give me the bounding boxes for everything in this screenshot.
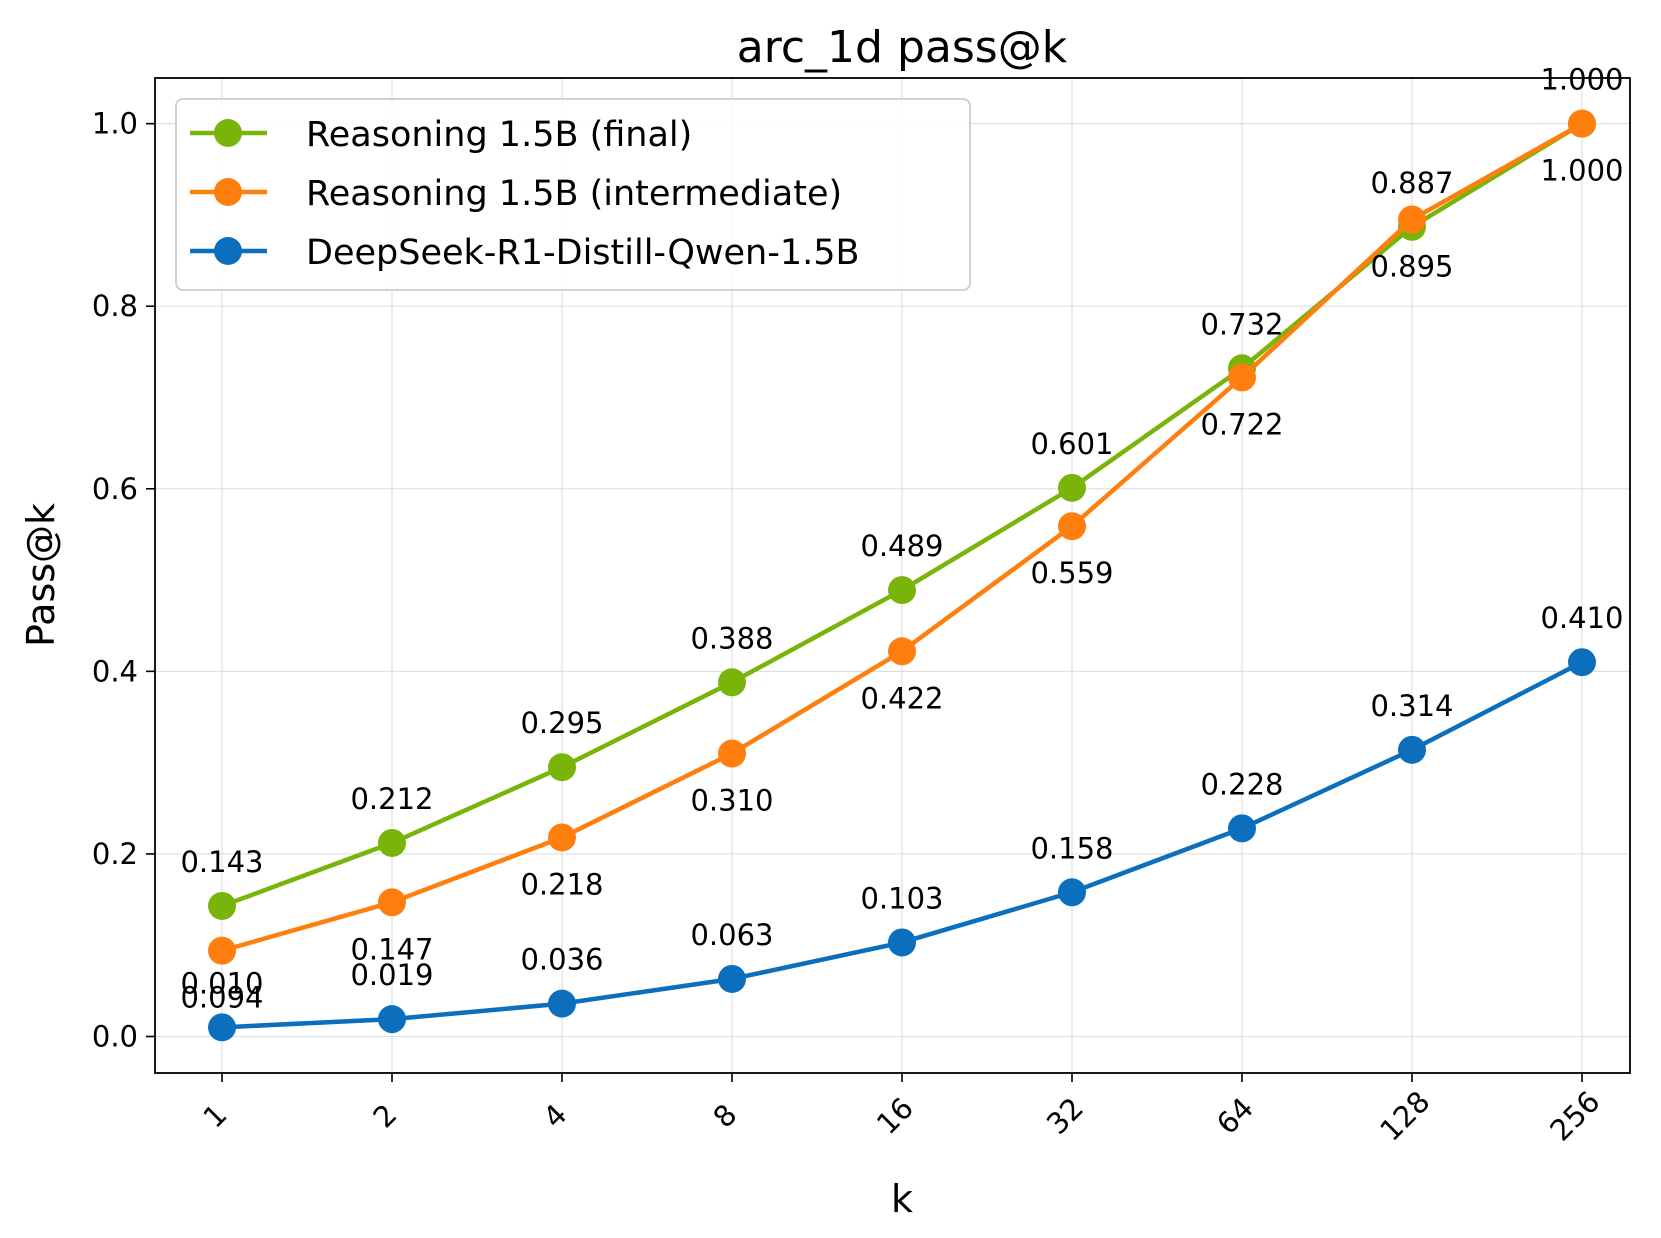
- data-point: [718, 668, 746, 697]
- chart-title: arc_1d pass@k: [737, 22, 1068, 73]
- data-point: [1058, 878, 1086, 907]
- data-point: [888, 928, 916, 957]
- data-point: [888, 637, 916, 666]
- data-point: [1398, 205, 1426, 234]
- data-point: [548, 823, 576, 852]
- data-point: [378, 888, 406, 917]
- data-point: [1568, 109, 1596, 138]
- data-label: 0.601: [1030, 427, 1113, 461]
- data-point: [1568, 648, 1596, 677]
- legend-label: Reasoning 1.5B (final): [306, 115, 692, 155]
- data-labels: 0.143 0.212 0.295 0.388 0.489 0.601 0.732 0.887…: [180, 63, 1623, 1015]
- data-label: 0.559: [1030, 556, 1113, 590]
- y-tick-label: 0.6: [92, 472, 138, 506]
- data-label: 1.000: [1540, 154, 1623, 188]
- data-label: 0.143: [180, 845, 263, 879]
- data-label: 0.410: [1540, 601, 1623, 635]
- y-tick-label: 0.4: [92, 654, 138, 688]
- data-point: [1398, 735, 1426, 764]
- data-point: [208, 891, 236, 920]
- legend: Reasoning 1.5B (final) Reasoning 1.5B (in…: [175, 98, 971, 291]
- data-point: [1228, 814, 1256, 843]
- data-point: [548, 753, 576, 782]
- data-label: 0.103: [860, 881, 943, 915]
- y-tick-label: 0.2: [92, 837, 138, 871]
- data-label: 0.732: [1200, 307, 1283, 341]
- y-axis-label: Pass@k: [19, 503, 63, 647]
- legend-marker: [214, 119, 242, 147]
- data-label: 0.212: [350, 782, 433, 816]
- data-point: [378, 1005, 406, 1034]
- y-tick-label: 1.0: [92, 107, 138, 141]
- series-layer: [208, 109, 1596, 1042]
- data-point: [1228, 363, 1256, 392]
- y-tick-label: 0.8: [92, 289, 138, 323]
- legend-box: [175, 98, 971, 291]
- legend-item-2: Reasoning 1.5B (intermediate): [190, 174, 842, 214]
- data-label: 0.895: [1370, 249, 1453, 283]
- data-label: 0.228: [1200, 767, 1283, 801]
- data-point: [548, 989, 576, 1018]
- data-label: 0.489: [860, 529, 943, 563]
- data-point: [718, 739, 746, 768]
- axes-frame: [154, 77, 1631, 1074]
- data-point: [208, 936, 236, 965]
- data-label: 0.036: [520, 943, 603, 977]
- legend-label: Reasoning 1.5B (intermediate): [306, 174, 842, 214]
- data-label: 0.218: [520, 867, 603, 901]
- legend-marker: [214, 178, 242, 206]
- data-label: 0.422: [860, 681, 943, 715]
- y-tick-label: 0.0: [92, 1019, 138, 1053]
- data-point: [208, 1013, 236, 1042]
- data-label: 1.000: [1540, 63, 1623, 97]
- series-2: [208, 109, 1596, 965]
- data-label: 0.722: [1200, 407, 1283, 441]
- legend-item-3: DeepSeek-R1-Distill-Qwen-1.5B: [190, 233, 860, 273]
- legend-marker: [214, 237, 242, 265]
- data-label: 0.147: [350, 932, 433, 966]
- legend-item-1: Reasoning 1.5B (final): [190, 115, 692, 155]
- legend-label: DeepSeek-R1-Distill-Qwen-1.5B: [306, 233, 860, 273]
- data-point: [1058, 512, 1086, 541]
- data-label: 0.887: [1370, 166, 1453, 200]
- series-3: [208, 648, 1596, 1042]
- data-label: 0.295: [520, 706, 603, 740]
- data-point: [378, 828, 406, 857]
- data-point: [888, 576, 916, 605]
- data-label: 0.019: [350, 958, 433, 992]
- data-point: [1058, 473, 1086, 502]
- data-label: 0.310: [690, 784, 773, 818]
- x-axis-label: k: [891, 1177, 913, 1221]
- data-label: 0.158: [1030, 831, 1113, 865]
- data-label: 0.388: [690, 621, 773, 655]
- data-point: [718, 964, 746, 993]
- y-axis-ticks: 0.0 0.2 0.4 0.6 0.8 1.0: [92, 107, 155, 1053]
- data-label: 0.063: [690, 918, 773, 952]
- data-label: 0.094: [180, 981, 263, 1015]
- data-label: 0.314: [1370, 689, 1453, 723]
- data-label: 0.010: [180, 966, 263, 1000]
